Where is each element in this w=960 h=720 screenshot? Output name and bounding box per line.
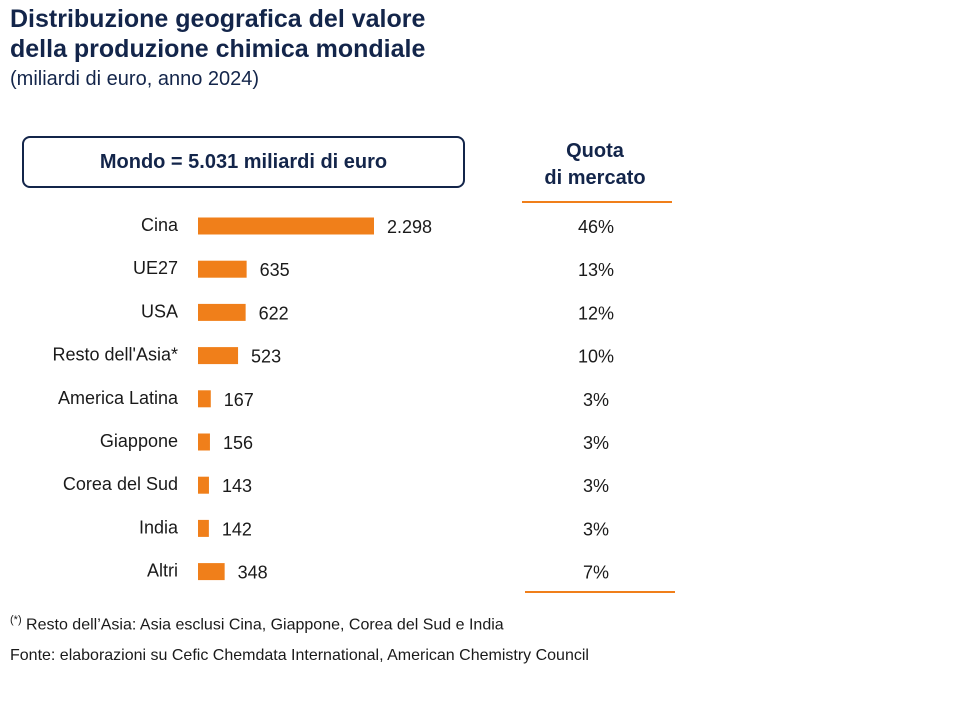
title-line-2: della produzione chimica mondiale <box>10 35 426 63</box>
market-share-value: 3% <box>583 519 609 539</box>
value-label: 2.298 <box>387 217 432 237</box>
title-line-1: Distribuzione geografica del valore <box>10 5 426 33</box>
bar <box>198 433 210 451</box>
bar <box>198 217 374 235</box>
category-label: UE27 <box>133 258 178 278</box>
footnote: (*) Resto dell’Asia: Asia esclusi Cina, … <box>10 614 676 634</box>
category-label: USA <box>141 301 178 321</box>
value-label: 348 <box>238 563 268 583</box>
value-label: 622 <box>259 303 289 323</box>
category-label: Corea del Sud <box>63 474 178 494</box>
market-share-value: 13% <box>578 260 614 280</box>
market-share-header-line-1: Quota <box>566 140 624 162</box>
world-total-box: Mondo = 5.031 miliardi di euro <box>22 136 465 188</box>
bar <box>198 563 225 581</box>
category-label: India <box>139 517 179 537</box>
value-label: 142 <box>222 519 252 539</box>
market-share-header: Quota di mercato <box>520 138 670 192</box>
market-share-value: 3% <box>583 390 609 410</box>
footnote-marker: (*) <box>10 614 22 626</box>
category-label: Altri <box>147 561 178 581</box>
market-share-value: 12% <box>578 303 614 323</box>
market-share-value: 3% <box>583 433 609 453</box>
bar <box>198 347 239 365</box>
chart-title: Distribuzione geografica del valore dell… <box>10 4 425 64</box>
footnote-text: Resto dell’Asia: Asia esclusi Cina, Giap… <box>21 616 504 634</box>
market-share-bottom-rule <box>525 591 675 593</box>
bar <box>198 303 246 321</box>
bar <box>198 476 209 494</box>
bar <box>198 390 211 408</box>
value-label: 156 <box>223 433 253 453</box>
market-share-value: 3% <box>583 476 609 496</box>
chart-subtitle: (miliardi di euro, anno 2024) <box>10 68 260 90</box>
value-label: 635 <box>260 260 290 280</box>
market-share-top-rule <box>522 201 672 203</box>
source-note: Fonte: elaborazioni su Cefic Chemdata In… <box>10 647 589 664</box>
world-total-label: Mondo = 5.031 miliardi di euro <box>99 150 388 173</box>
value-label: 523 <box>251 347 281 367</box>
market-share-value: 46% <box>578 217 614 237</box>
bar <box>198 260 247 278</box>
market-share-header-line-2: di mercato <box>544 167 646 189</box>
market-share-value: 7% <box>583 563 609 583</box>
category-label: Cina <box>141 215 179 235</box>
market-share-value: 10% <box>578 347 614 367</box>
value-label: 167 <box>224 390 254 410</box>
value-label: 143 <box>222 476 252 496</box>
category-label: America Latina <box>58 388 179 408</box>
bar <box>198 519 209 537</box>
category-label: Resto dell'Asia* <box>53 345 179 365</box>
category-label: Giappone <box>100 431 178 451</box>
